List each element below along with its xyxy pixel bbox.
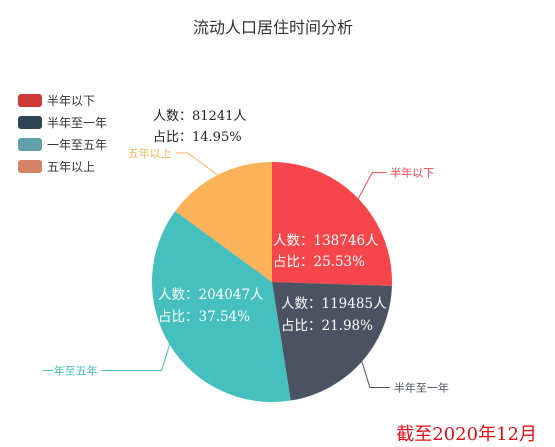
data-label-people-2: 人数：204047人 — [158, 287, 264, 303]
data-label-people-1: 人数：119485人 — [281, 296, 387, 312]
leader-label-0: 半年以下 — [390, 166, 434, 180]
leader-label-1: 半年至一年 — [394, 381, 449, 395]
leader-line-3 — [175, 152, 218, 176]
pie-slice-3[interactable] — [175, 162, 272, 282]
legend-label-0: 半年以下 — [47, 94, 95, 108]
chart-title: 流动人口居住时间分析 — [193, 18, 353, 37]
leader-line-1 — [361, 361, 390, 388]
legend: 半年以下 半年至一年 一年至五年 五年以上 — [18, 94, 107, 174]
leader-line-0 — [357, 172, 387, 199]
pie-slices — [151, 162, 392, 403]
data-label-share-1: 占比：21.98% — [281, 318, 373, 334]
pie-slice-2[interactable] — [151, 211, 291, 403]
leader-label-3: 五年以上 — [128, 146, 172, 160]
footer-date: 截至2020年12月 — [396, 424, 537, 445]
data-label-people-0: 人数：138746人 — [273, 233, 379, 249]
legend-swatch-0 — [18, 94, 42, 107]
legend-label-3: 五年以上 — [47, 160, 95, 174]
data-label-share-2: 占比：37.54% — [158, 309, 250, 325]
pie-slice-0[interactable] — [272, 162, 392, 286]
legend-item-0[interactable]: 半年以下 — [18, 94, 95, 108]
legend-swatch-3 — [18, 160, 42, 173]
legend-item-1[interactable]: 半年至一年 — [18, 116, 107, 130]
data-label-share-3: 占比：14.95% — [153, 130, 242, 145]
data-label-share-0: 占比：25.53% — [273, 254, 365, 270]
leader-lines — [101, 152, 390, 388]
pie-slice-1[interactable] — [272, 282, 392, 401]
legend-label-1: 半年至一年 — [47, 116, 107, 130]
legend-item-3[interactable]: 五年以上 — [18, 160, 95, 174]
legend-label-2: 一年至五年 — [47, 138, 107, 152]
data-label-people-3: 人数：81241人 — [153, 109, 246, 124]
legend-item-2[interactable]: 一年至五年 — [18, 138, 107, 152]
leader-label-2: 一年至五年 — [43, 364, 98, 378]
leader-line-2 — [101, 344, 171, 371]
legend-swatch-1 — [18, 116, 42, 129]
legend-swatch-2 — [18, 138, 42, 151]
